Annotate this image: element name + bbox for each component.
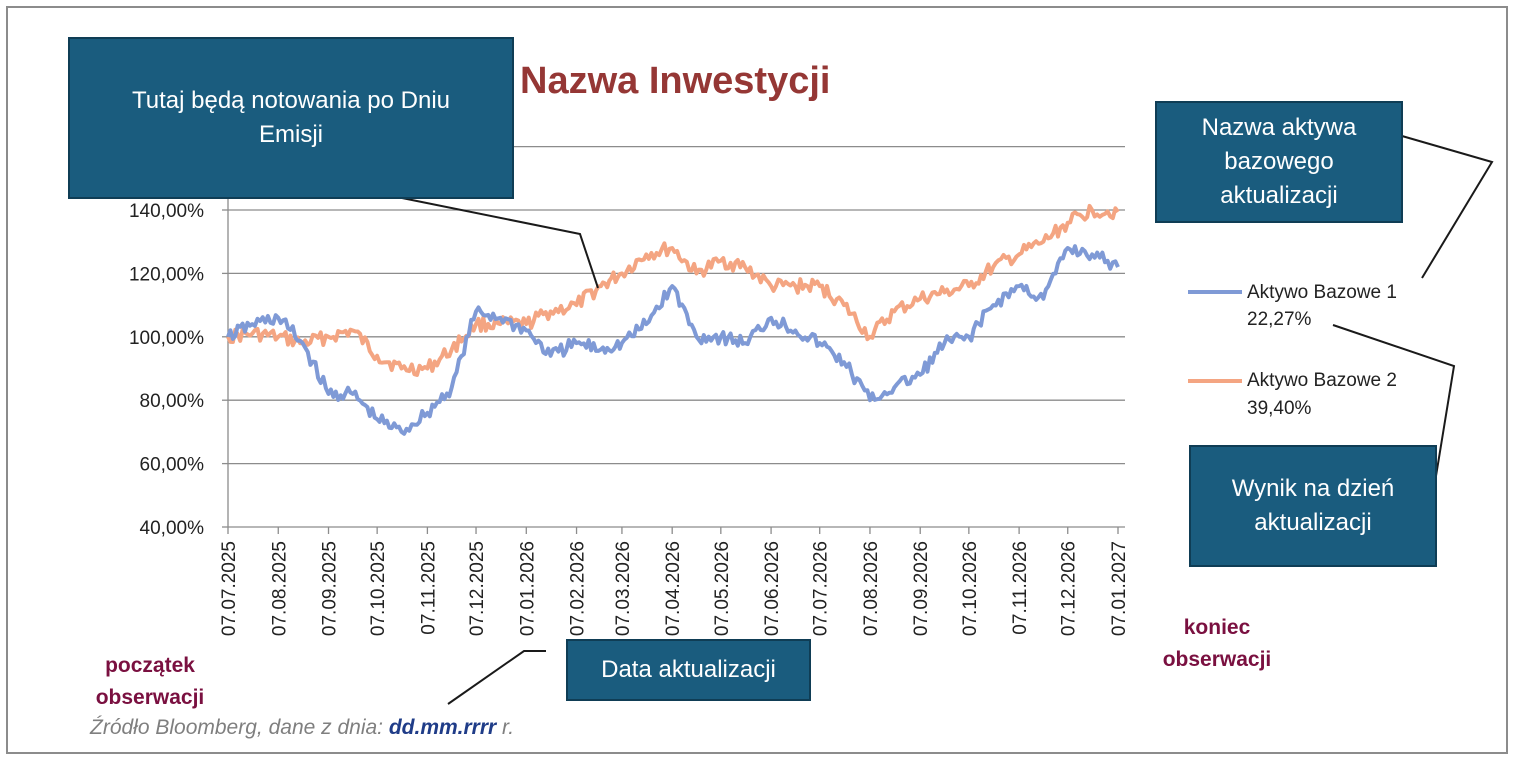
legend-swatches [1188, 290, 1242, 383]
callout-update-date-text: Data aktualizacji [601, 656, 776, 683]
source-prefix: Źródło Bloomberg, dane z dnia: [90, 716, 389, 739]
x-tick-label: 07.08.2025 [269, 541, 290, 636]
leader-result [1332, 324, 1456, 477]
x-tick-label: 07.03.2026 [613, 541, 634, 636]
callout-leader-lines [401, 135, 1494, 705]
x-tick-label: 07.09.2025 [320, 541, 341, 636]
series-line-aktywo-bazowe-1 [226, 244, 1120, 436]
x-tick-label: 07.09.2026 [911, 541, 932, 636]
y-tick-label: 40,00% [140, 518, 205, 539]
y-tick-label: 100,00% [129, 328, 204, 349]
x-tick-label: 07.01.2027 [1109, 541, 1130, 636]
legend-label-series-2: Aktywo Bazowe 2 [1247, 370, 1397, 391]
x-tick-label: 07.12.2026 [1059, 541, 1080, 636]
x-tick-label: 07.10.2025 [368, 541, 389, 636]
x-tick-label: 07.02.2026 [568, 541, 589, 636]
source-note: Źródło Bloomberg, dane z dnia: dd.mm.rrr… [90, 716, 514, 740]
x-tick-label: 07.01.2026 [517, 541, 538, 636]
legend-result-series-2: 39,40% [1247, 398, 1312, 419]
legend-result-series-1: 22,27% [1247, 309, 1312, 330]
x-tick-label: 07.12.2025 [467, 541, 488, 636]
callout-quotes-text: Tutaj będą notowania po Dniu Emisji [132, 87, 450, 148]
legend-label-series-1: Aktywo Bazowe 1 [1247, 282, 1397, 303]
series-lines [226, 203, 1120, 436]
chart-title: Nazwa Inwestycji [520, 60, 831, 102]
callout-result: Wynik na dzień aktualizacji [1189, 445, 1437, 567]
source-suffix: r. [496, 716, 515, 739]
leader-quotes-note [401, 197, 599, 289]
callout-result-text: Wynik na dzień aktualizacji [1231, 475, 1395, 536]
callout-asset-name: Nazwa aktywa bazowego aktualizacji [1155, 101, 1403, 223]
y-axis-ticks: 40,00% 60,00% 80,00% 100,00% 120,00% 140,00% [129, 201, 228, 539]
y-tick-label: 80,00% [140, 391, 205, 412]
series-line-aktywo-bazowe-2 [226, 203, 1120, 377]
x-tick-label: 07.07.2025 [219, 541, 240, 636]
x-tick-label: 07.11.2026 [1010, 541, 1031, 635]
end-observation-label: koniec obserwacji [1162, 616, 1272, 671]
x-axis-ticks: 07.07.2025 07.08.2025 07.09.2025 07.10.2025… [219, 527, 1130, 636]
x-tick-label: 07.06.2026 [762, 541, 783, 636]
callout-update-date: Data aktualizacji [566, 639, 811, 701]
y-tick-label: 140,00% [129, 201, 204, 222]
y-tick-label: 60,00% [140, 455, 205, 476]
chart-frame [6, 6, 1508, 754]
start-observation-label: początek obserwacji [95, 654, 205, 709]
x-tick-label: 07.11.2025 [418, 541, 439, 635]
callout-asset-name-text: Nazwa aktywa bazowego aktualizacji [1201, 114, 1357, 209]
leader-asset-name [1401, 135, 1494, 279]
source-date: dd.mm.rrrr [388, 716, 497, 739]
x-tick-label: 07.05.2026 [712, 541, 733, 636]
leader-update-date [447, 650, 546, 705]
x-tick-label: 07.04.2026 [663, 541, 684, 636]
callout-quotes-note: Tutaj będą notowania po Dniu Emisji [68, 37, 514, 199]
y-tick-label: 120,00% [129, 264, 204, 285]
x-tick-label: 07.08.2026 [861, 541, 882, 636]
x-tick-label: 07.07.2026 [811, 541, 832, 636]
x-tick-label: 07.10.2026 [960, 541, 981, 636]
gridlines [227, 145, 1125, 528]
